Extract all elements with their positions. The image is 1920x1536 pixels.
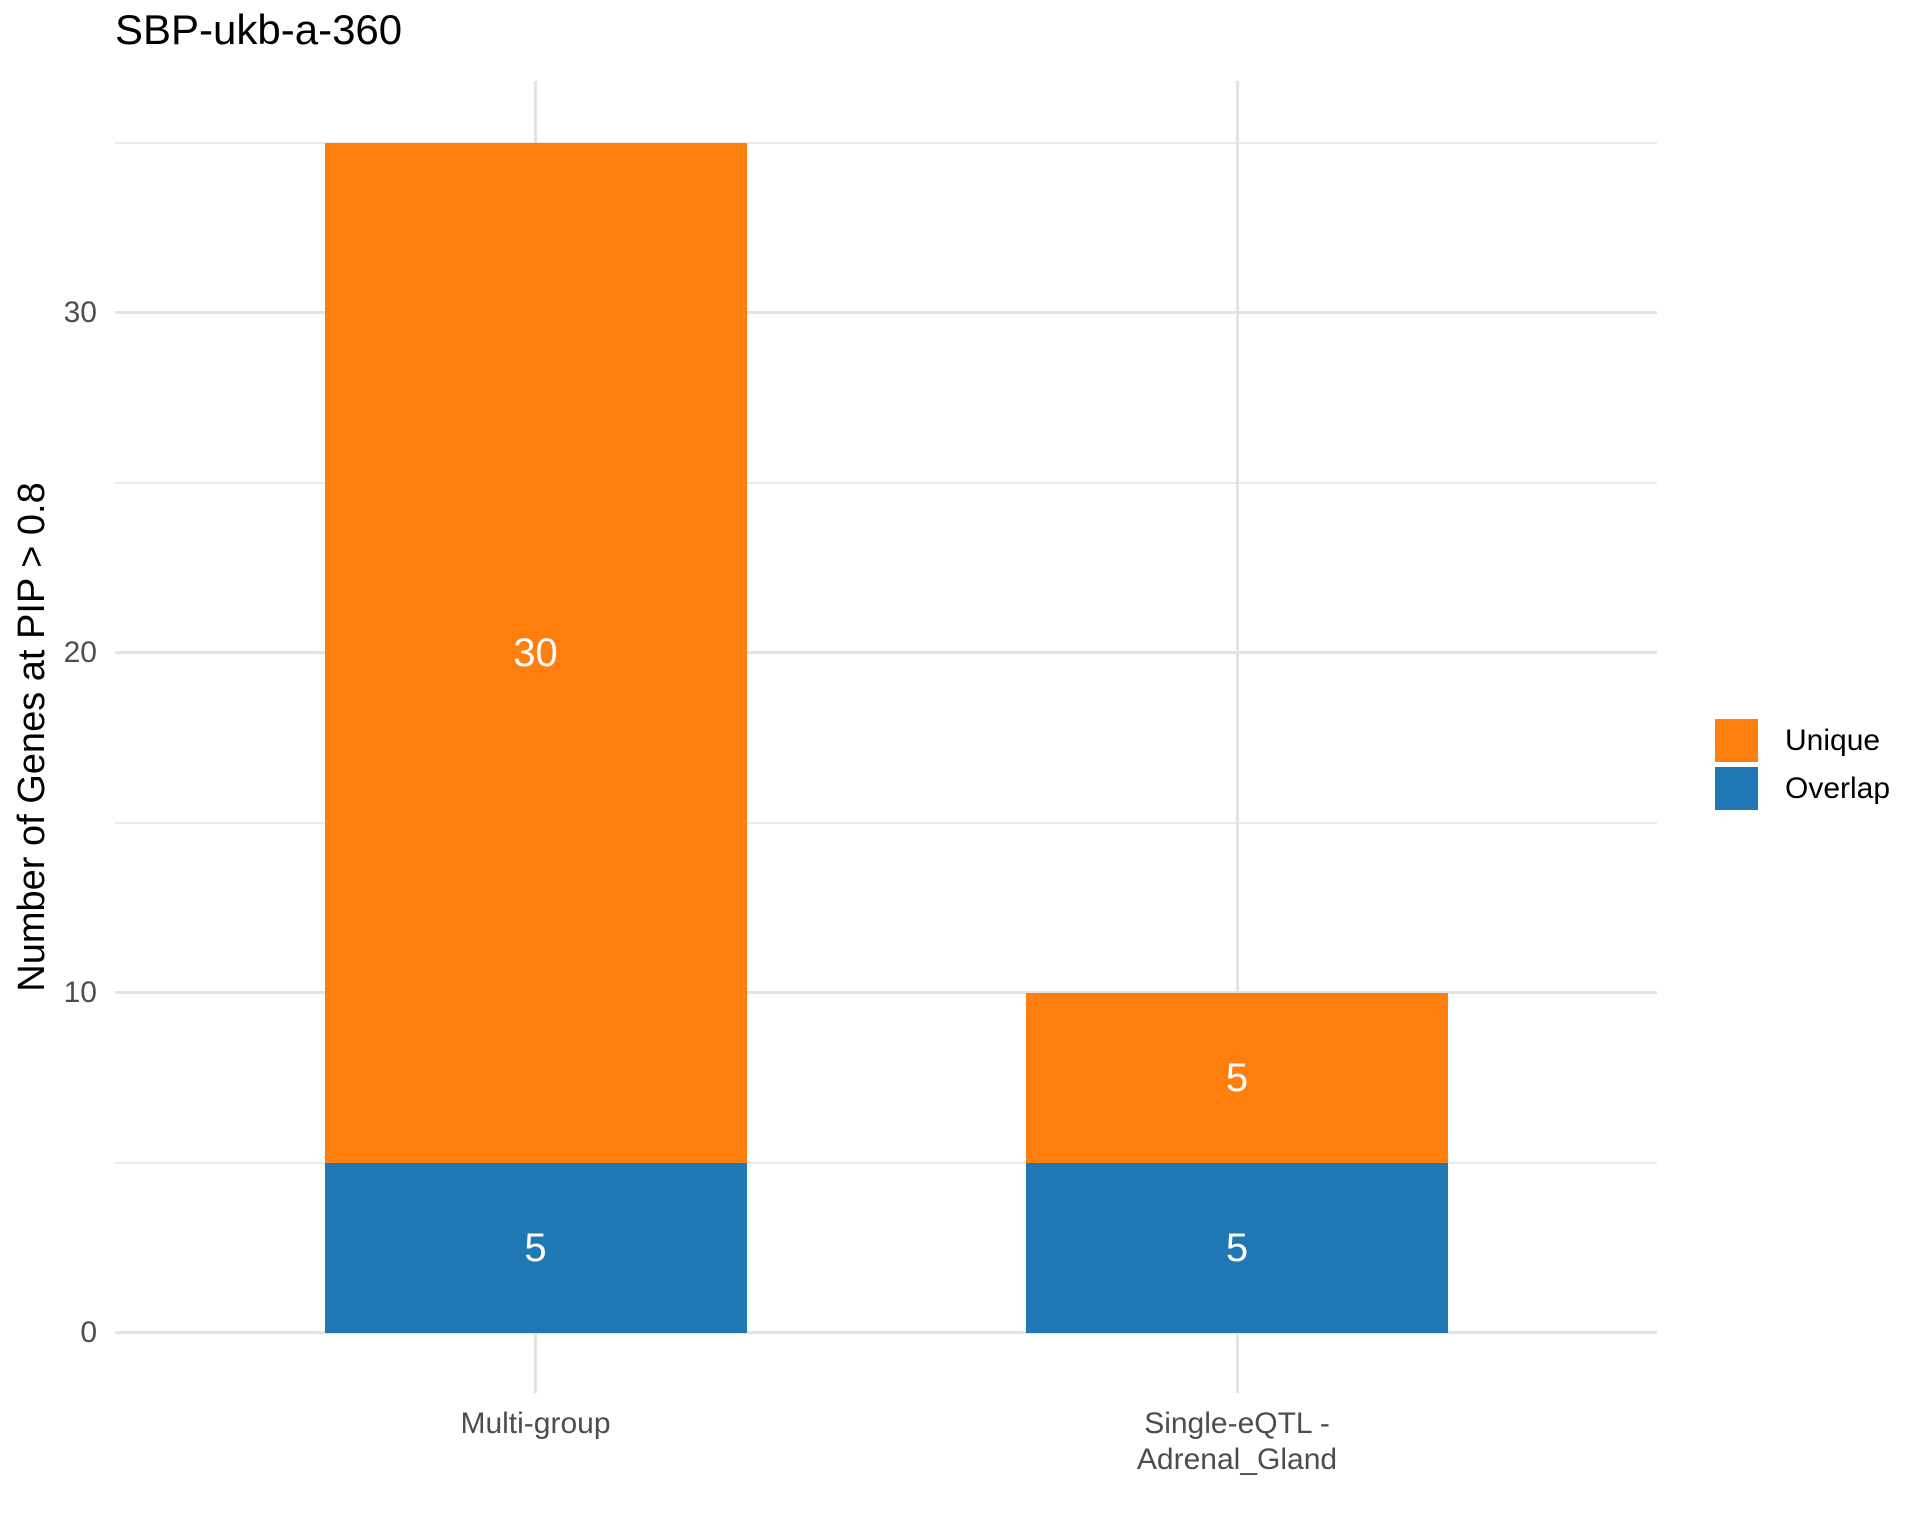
gridline-minor-y-5 [115,1161,1657,1164]
y-tick-label-0: 0 [80,1315,97,1349]
bar-value-label-overlap-2: 5 [1225,1225,1249,1270]
bar-value-label-unique-2: 5 [1225,1055,1249,1100]
y-tick-label-10: 10 [63,975,97,1009]
legend: Unique Overlap [1715,719,1890,815]
bar-value-label-unique-1: 30 [513,630,558,675]
legend-swatch-overlap-icon [1715,767,1758,810]
y-tick-label-30: 30 [63,295,97,329]
gridline-major-y-20 [115,651,1657,654]
legend-label-unique: Unique [1785,724,1881,757]
x-category-label-1: Multi-group [460,1407,611,1440]
gridline-minor-y-15 [115,821,1657,824]
gridline-major-y-0 [115,1331,1657,1334]
bar-value-label-overlap-1: 5 [524,1225,547,1270]
x-category-label-2: Single-eQTL - Adrenal_Gland [1136,1407,1338,1476]
gridline-minor-y-35 [115,141,1657,144]
chart-title: SBP-ukb-a-360 [115,6,403,53]
legend-swatch-unique-icon [1715,719,1758,762]
bar-segment-overlap-1: 5 [324,1162,747,1333]
legend-label-overlap: Overlap [1785,772,1891,805]
gridline-minor-y-25 [115,481,1657,484]
plot-panel: 5 30 5 5 [115,81,1657,1393]
bar-segment-unique-1: 30 [324,142,747,1163]
y-tick-label-20: 20 [63,635,97,669]
bar-segment-overlap-2: 5 [1026,1162,1448,1333]
legend-item-overlap: Overlap [1715,767,1890,810]
gridline-major-y-30 [115,311,1657,314]
gridline-major-y-10 [115,991,1657,994]
legend-item-unique: Unique [1715,719,1890,762]
y-axis-title: Number of Genes at PIP > 0.8 [11,482,53,992]
bar-segment-unique-2: 5 [1026,992,1448,1163]
gridline-vertical-category-2 [1235,81,1239,1393]
